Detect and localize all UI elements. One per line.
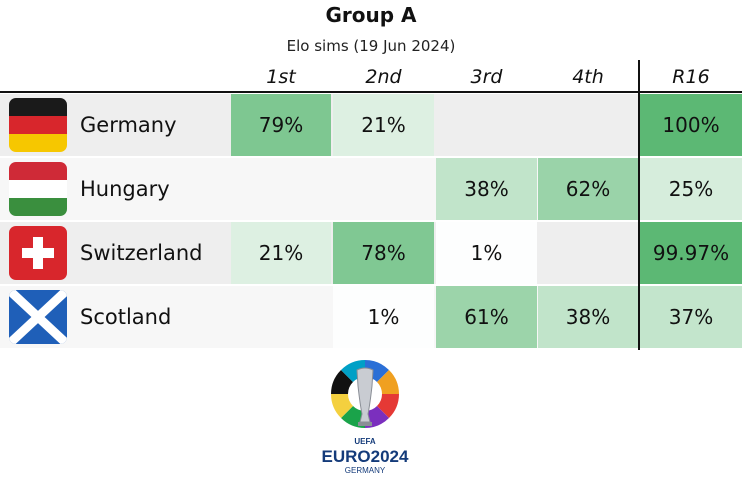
prob-cell-4th: 38%: [538, 286, 638, 348]
prob-cell-2nd: [333, 158, 434, 220]
prob-cell-4th: [538, 222, 638, 284]
prob-cell-3rd: [436, 94, 537, 156]
prob-cell-3rd: 1%: [436, 222, 537, 284]
prob-cell-1st: [231, 286, 331, 348]
prob-cell-1st: 21%: [231, 222, 331, 284]
prob-cell-4th: [538, 94, 638, 156]
hungary-flag-icon: [9, 162, 67, 216]
chart-title: Group A: [325, 3, 417, 27]
header-divider: [0, 91, 742, 93]
column-header-0: 1st: [266, 66, 296, 88]
team-name: Scotland: [80, 305, 172, 329]
logo-germany: GERMANY: [345, 466, 386, 475]
prob-cell-2nd: 78%: [333, 222, 434, 284]
team-name: Germany: [80, 113, 177, 137]
chart-subtitle: Elo sims (19 Jun 2024): [286, 37, 456, 55]
team-name: Switzerland: [80, 241, 203, 265]
logo-euro2024: EURO2024: [322, 447, 409, 466]
prob-cell-4th: 62%: [538, 158, 638, 220]
prob-cell-2nd: 21%: [333, 94, 434, 156]
logo-uefa: UEFA: [354, 437, 376, 446]
column-header-3: 4th: [572, 66, 604, 88]
prob-cell-2nd: 1%: [333, 286, 434, 348]
r16-divider: [638, 60, 640, 350]
prob-cell-r16: 37%: [640, 286, 742, 348]
prob-cell-1st: 79%: [231, 94, 331, 156]
team-name: Hungary: [80, 177, 170, 201]
prob-cell-r16: 99.97%: [640, 222, 742, 284]
prob-cell-r16: 25%: [640, 158, 742, 220]
germany-flag-icon: [9, 98, 67, 152]
prob-cell-1st: [231, 158, 331, 220]
prob-cell-3rd: 38%: [436, 158, 537, 220]
scotland-flag-icon: [9, 290, 67, 344]
prob-cell-3rd: 61%: [436, 286, 537, 348]
column-header-1: 2nd: [365, 66, 402, 88]
euro2024-logo: UEFA EURO2024 GERMANY: [310, 356, 420, 476]
prob-cell-r16: 100%: [640, 94, 742, 156]
column-header-4: R16: [672, 66, 710, 88]
column-header-2: 3rd: [470, 66, 503, 88]
switzerland-flag-icon: [9, 226, 67, 280]
